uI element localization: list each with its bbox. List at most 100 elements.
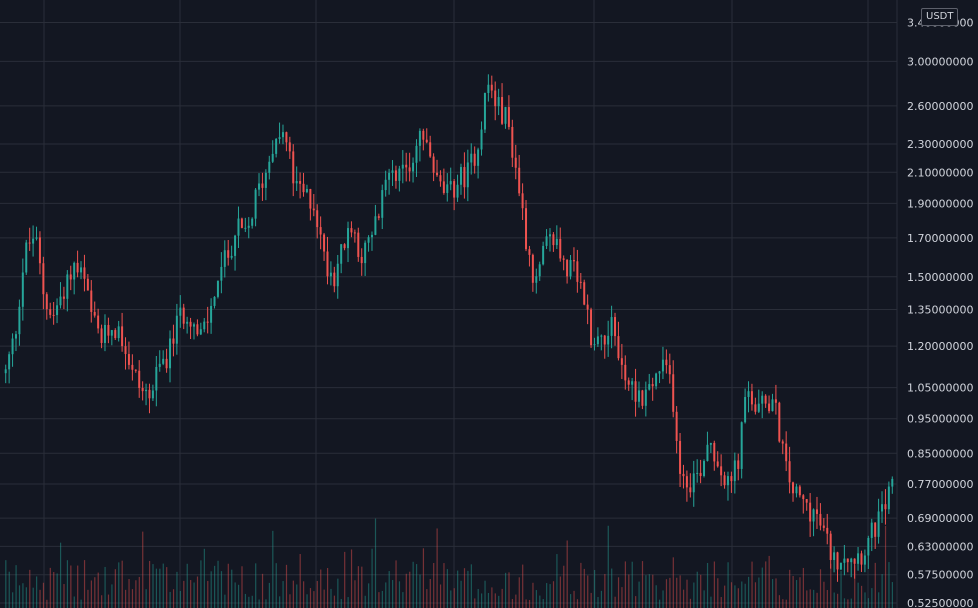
candle-body <box>576 261 579 282</box>
candle-body <box>610 317 613 336</box>
candle-body <box>155 366 158 391</box>
volume-bar <box>296 584 298 608</box>
candle-body <box>891 478 894 487</box>
volume-bar <box>405 573 407 608</box>
volume-bar <box>672 557 674 608</box>
candle-body <box>93 311 96 316</box>
volume-bar <box>83 560 86 608</box>
volume-bar <box>241 566 243 608</box>
volume-bar <box>761 567 763 608</box>
candle-body <box>788 461 791 483</box>
volume-bar <box>59 542 62 608</box>
candle-body <box>627 380 630 385</box>
candle-body <box>850 558 853 563</box>
candle-body <box>364 242 367 264</box>
volume-bar <box>381 590 383 608</box>
candle-body <box>114 330 117 339</box>
candle-body <box>637 390 640 402</box>
volume-bar <box>385 582 387 608</box>
volume-bar <box>66 560 69 608</box>
volume-bar <box>374 518 377 608</box>
volume-bar <box>768 555 770 608</box>
candle-body <box>757 403 760 412</box>
volume-bar <box>73 596 75 608</box>
candle-body <box>555 238 558 246</box>
volume-bar <box>518 577 520 608</box>
volume-bar <box>539 595 541 608</box>
volume-bar <box>782 599 784 608</box>
candle-body <box>405 164 408 168</box>
volume-bar <box>323 589 325 608</box>
volume-bar <box>891 582 893 608</box>
volume-bar <box>347 597 349 608</box>
candle-body <box>100 328 103 343</box>
candle-body <box>391 170 394 173</box>
volume-bar <box>730 582 733 608</box>
candle-body <box>552 234 555 246</box>
candle-body <box>497 97 500 107</box>
candle-body <box>326 251 329 277</box>
candle-body <box>14 334 17 339</box>
volume-bar <box>638 581 640 608</box>
volume-bar <box>871 588 873 608</box>
candle-body <box>8 354 11 370</box>
volume-bar <box>330 588 332 608</box>
volume-bar <box>864 592 866 608</box>
volume-bar <box>128 579 130 608</box>
candle-body <box>716 461 719 467</box>
candle-body <box>774 399 777 403</box>
volume-bar <box>491 587 493 608</box>
volume-bar <box>395 560 397 608</box>
volume-bar <box>138 576 140 608</box>
volume-bar <box>125 589 127 608</box>
volume-bar <box>854 565 856 608</box>
price-axis[interactable]: 3.400000003.000000002.600000002.30000000… <box>907 17 973 608</box>
price-tick-label: 0.85000000 <box>907 447 973 460</box>
volume-bar <box>148 560 151 608</box>
candle-body <box>35 237 38 239</box>
volume-bar <box>593 569 596 608</box>
volume-bar <box>429 579 431 608</box>
volume-bar <box>203 548 205 608</box>
volume-bar <box>847 599 849 608</box>
candle-body <box>329 272 332 277</box>
volume-bar <box>398 581 401 608</box>
volume-bar <box>789 569 791 608</box>
price-tick-label: 1.05000000 <box>907 382 973 395</box>
volume-bar <box>5 560 7 608</box>
candle-body <box>815 509 818 514</box>
volume-bar <box>29 569 31 608</box>
volume-bar <box>107 594 110 608</box>
volume-bar <box>49 567 51 608</box>
candle-body <box>771 399 774 412</box>
volume-bar <box>121 560 123 608</box>
candle-body <box>696 472 699 474</box>
candle-body <box>641 390 644 406</box>
candle-body <box>596 336 599 345</box>
volume-bar <box>457 570 459 608</box>
candle-body <box>781 441 784 444</box>
candle-body <box>490 84 493 91</box>
volume-bar <box>470 564 472 608</box>
volume-bar <box>850 598 852 608</box>
volume-bar <box>676 577 678 608</box>
candle-body <box>343 244 346 249</box>
candle-body <box>299 181 302 184</box>
candle-body <box>542 245 545 265</box>
currency-badge[interactable]: USDT <box>921 8 959 26</box>
volume-bar <box>549 584 551 608</box>
volume-bar <box>508 572 510 608</box>
volume-bar <box>799 577 801 608</box>
volume-bar <box>717 578 719 608</box>
volume-bar <box>775 578 777 608</box>
candle-body <box>785 443 788 462</box>
candle-body <box>682 473 685 477</box>
candle-body <box>21 272 24 307</box>
candle-body <box>370 234 373 238</box>
volume-bar <box>682 589 685 608</box>
volume-bar <box>617 577 620 608</box>
volume-bar <box>641 561 644 608</box>
candle-body <box>723 475 726 486</box>
